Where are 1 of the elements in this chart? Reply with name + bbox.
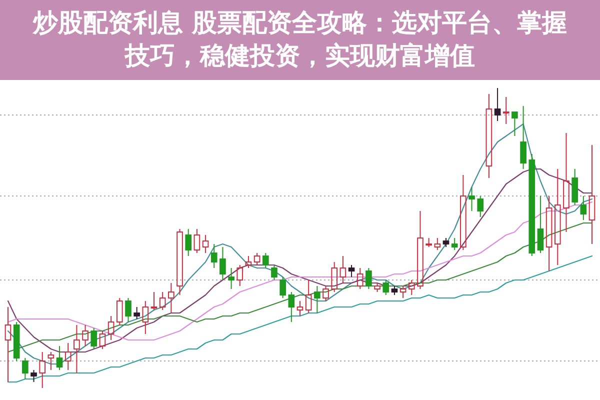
title: 炒股配资利息 股票配资全攻略：选对平台、掌握技巧，稳健投资，实现财富增值 — [0, 0, 600, 80]
